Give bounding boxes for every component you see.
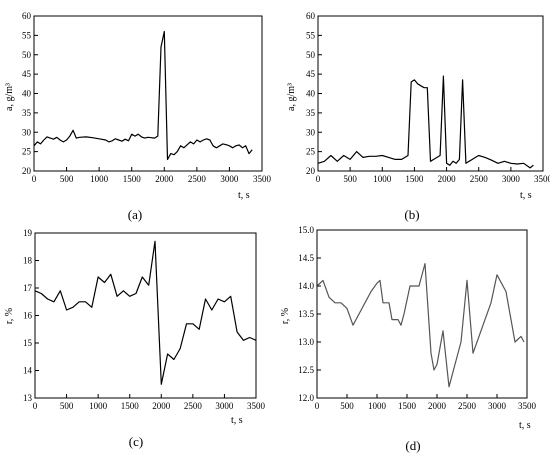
chart-b-ytick-label: 40 — [306, 89, 316, 99]
chart-b-ytick-label: 55 — [306, 30, 316, 40]
chart-c-xtick-label: 2000 — [152, 401, 171, 411]
chart-c-series-line — [34, 240, 257, 385]
chart-a-xtick-label: 3500 — [253, 174, 272, 184]
chart-a-ytick-label: 20 — [22, 166, 32, 176]
chart-d-ytick-label: 14.5 — [298, 253, 314, 263]
chart-b-xtick-label: 2000 — [438, 174, 457, 184]
chart-c-ytick-label: 18 — [23, 256, 33, 266]
chart-d-xtick-label: 1500 — [398, 401, 417, 411]
chart-panel-b: 0 500 1000 1500 2000 2500 3000 3500 20 25 30 35 40 45… — [286, 11, 550, 222]
chart-c-xtick-label: 1500 — [121, 401, 140, 411]
chart-c-ytick-label: 15 — [23, 338, 33, 348]
chart-c-xtick-label: 500 — [60, 401, 74, 411]
chart-b-plot: 0 500 1000 1500 2000 2500 3000 3500 20 25 30 35 40 45… — [306, 11, 550, 184]
chart-a-ylabel: a, g/m³ — [4, 83, 15, 111]
chart-c-ytick-label: 19 — [23, 228, 33, 238]
chart-c-ytick-label: 16 — [23, 311, 33, 321]
chart-panel-d: 0 500 1000 1500 2000 2500 3000 3500 12.0 12.5 13.0… — [280, 225, 537, 453]
chart-a-xtick-label: 0 — [32, 174, 37, 184]
chart-d-xtick-label: 3000 — [488, 401, 507, 411]
chart-a-xtick-label: 2000 — [155, 174, 174, 184]
chart-c-axes-frame — [34, 232, 257, 399]
chart-d-series-line — [316, 263, 525, 388]
chart-b-ytick-label: 20 — [306, 166, 316, 176]
chart-b-ytick-label: 45 — [306, 69, 316, 79]
chart-a-series-line — [33, 30, 253, 160]
chart-a-ytick-label: 55 — [22, 30, 32, 40]
chart-a-xlabel: t, s — [238, 190, 250, 201]
chart-a-ytick-label: 25 — [22, 147, 32, 157]
chart-b-ylabel: a, g/m³ — [286, 83, 297, 111]
chart-b-ytick-label: 50 — [306, 50, 316, 60]
chart-d-xtick-label: 2000 — [428, 401, 447, 411]
chart-b-ytick-label: 35 — [306, 108, 316, 118]
chart-d-xtick-label: 3500 — [518, 401, 537, 411]
chart-c-panel-label: (c) — [129, 434, 143, 449]
chart-a-xtick-label: 1500 — [123, 174, 142, 184]
chart-d-ytick-label: 13.5 — [298, 309, 314, 319]
chart-b-series-line — [317, 75, 534, 169]
chart-a-ytick-label: 60 — [22, 11, 32, 21]
chart-b-ytick-label: 60 — [306, 11, 316, 21]
chart-b-xtick-label: 1500 — [405, 174, 424, 184]
chart-c-ytick-label: 14 — [23, 366, 33, 376]
chart-b-xlabel: t, s — [520, 190, 532, 201]
chart-c-xtick-label: 3000 — [215, 401, 234, 411]
chart-d-axes-frame — [316, 229, 528, 399]
chart-d-xlabel: t, s — [519, 420, 531, 431]
chart-d-plot: 0 500 1000 1500 2000 2500 3000 3500 12.0 12.5 13.0… — [298, 225, 536, 411]
chart-c-ylabel: r, % — [4, 308, 15, 324]
chart-d-ylabel: r, % — [280, 308, 291, 324]
chart-b-panel-label: (b) — [404, 207, 419, 222]
chart-d-ytick-label: 12.5 — [298, 365, 314, 375]
chart-b-xtick-label: 2500 — [470, 174, 489, 184]
chart-c-xlabel: t, s — [231, 415, 243, 426]
chart-d-xtick-label: 500 — [340, 401, 354, 411]
chart-a-xtick-label: 2500 — [188, 174, 207, 184]
chart-d-panel-label: (d) — [405, 438, 420, 453]
chart-a-xtick-label: 1000 — [90, 174, 109, 184]
chart-c-xtick-label: 1000 — [89, 401, 108, 411]
chart-b-xtick-label: 500 — [343, 174, 357, 184]
chart-c-xtick-label: 2500 — [184, 401, 203, 411]
chart-b-axes-frame — [317, 15, 544, 172]
chart-a-ytick-label: 30 — [22, 127, 32, 137]
chart-d-ytick-label: 12.0 — [298, 393, 314, 403]
chart-a-axes-frame — [33, 15, 263, 172]
chart-a-ytick-label: 45 — [22, 69, 32, 79]
chart-a-panel-label: (a) — [128, 207, 142, 222]
chart-d-xtick-label: 1000 — [368, 401, 387, 411]
chart-d-ytick-label: 13.0 — [298, 337, 314, 347]
chart-a-ytick-label: 40 — [22, 89, 32, 99]
chart-c-xtick-label: 3500 — [247, 401, 266, 411]
chart-c-plot: 0 500 1000 1500 2000 2500 3000 3500 13 14 15 16 17 18… — [23, 228, 266, 411]
chart-b-xtick-label: 3000 — [502, 174, 521, 184]
chart-d-ytick-label: 14.0 — [298, 281, 314, 291]
chart-b-xtick-label: 0 — [316, 174, 321, 184]
chart-b-xtick-label: 3500 — [534, 174, 550, 184]
chart-a-plot: 0 500 1000 1500 2000 2500 3000 3500 20 25 30 35 40 45… — [22, 11, 272, 184]
chart-d-xtick-label: 2500 — [458, 401, 477, 411]
chart-c-ytick-label: 17 — [23, 283, 33, 293]
chart-b-ytick-label: 25 — [306, 147, 316, 157]
chart-panel-a: 0 500 1000 1500 2000 2500 3000 3500 20 25 30 35 40 45… — [4, 11, 272, 222]
chart-a-ytick-label: 35 — [22, 108, 32, 118]
chart-b-ytick-label: 30 — [306, 127, 316, 137]
chart-a-xtick-label: 3000 — [220, 174, 239, 184]
chart-c-xtick-label: 0 — [33, 401, 38, 411]
chart-d-ytick-label: 15.0 — [298, 225, 314, 235]
chart-c-ytick-label: 13 — [23, 393, 33, 403]
chart-d-xtick-label: 0 — [315, 401, 320, 411]
chart-b-xtick-label: 1000 — [373, 174, 392, 184]
chart-a-xtick-label: 500 — [60, 174, 74, 184]
chart-a-ytick-label: 50 — [22, 50, 32, 60]
chart-panel-c: 0 500 1000 1500 2000 2500 3000 3500 13 14 15 16 17 18… — [4, 228, 266, 449]
